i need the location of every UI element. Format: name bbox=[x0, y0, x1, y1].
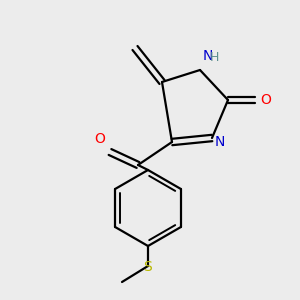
Text: N: N bbox=[215, 135, 225, 149]
Text: S: S bbox=[144, 260, 152, 274]
Text: N: N bbox=[203, 49, 213, 63]
Text: O: O bbox=[94, 132, 105, 146]
Text: O: O bbox=[260, 93, 271, 107]
Text: H: H bbox=[210, 51, 219, 64]
